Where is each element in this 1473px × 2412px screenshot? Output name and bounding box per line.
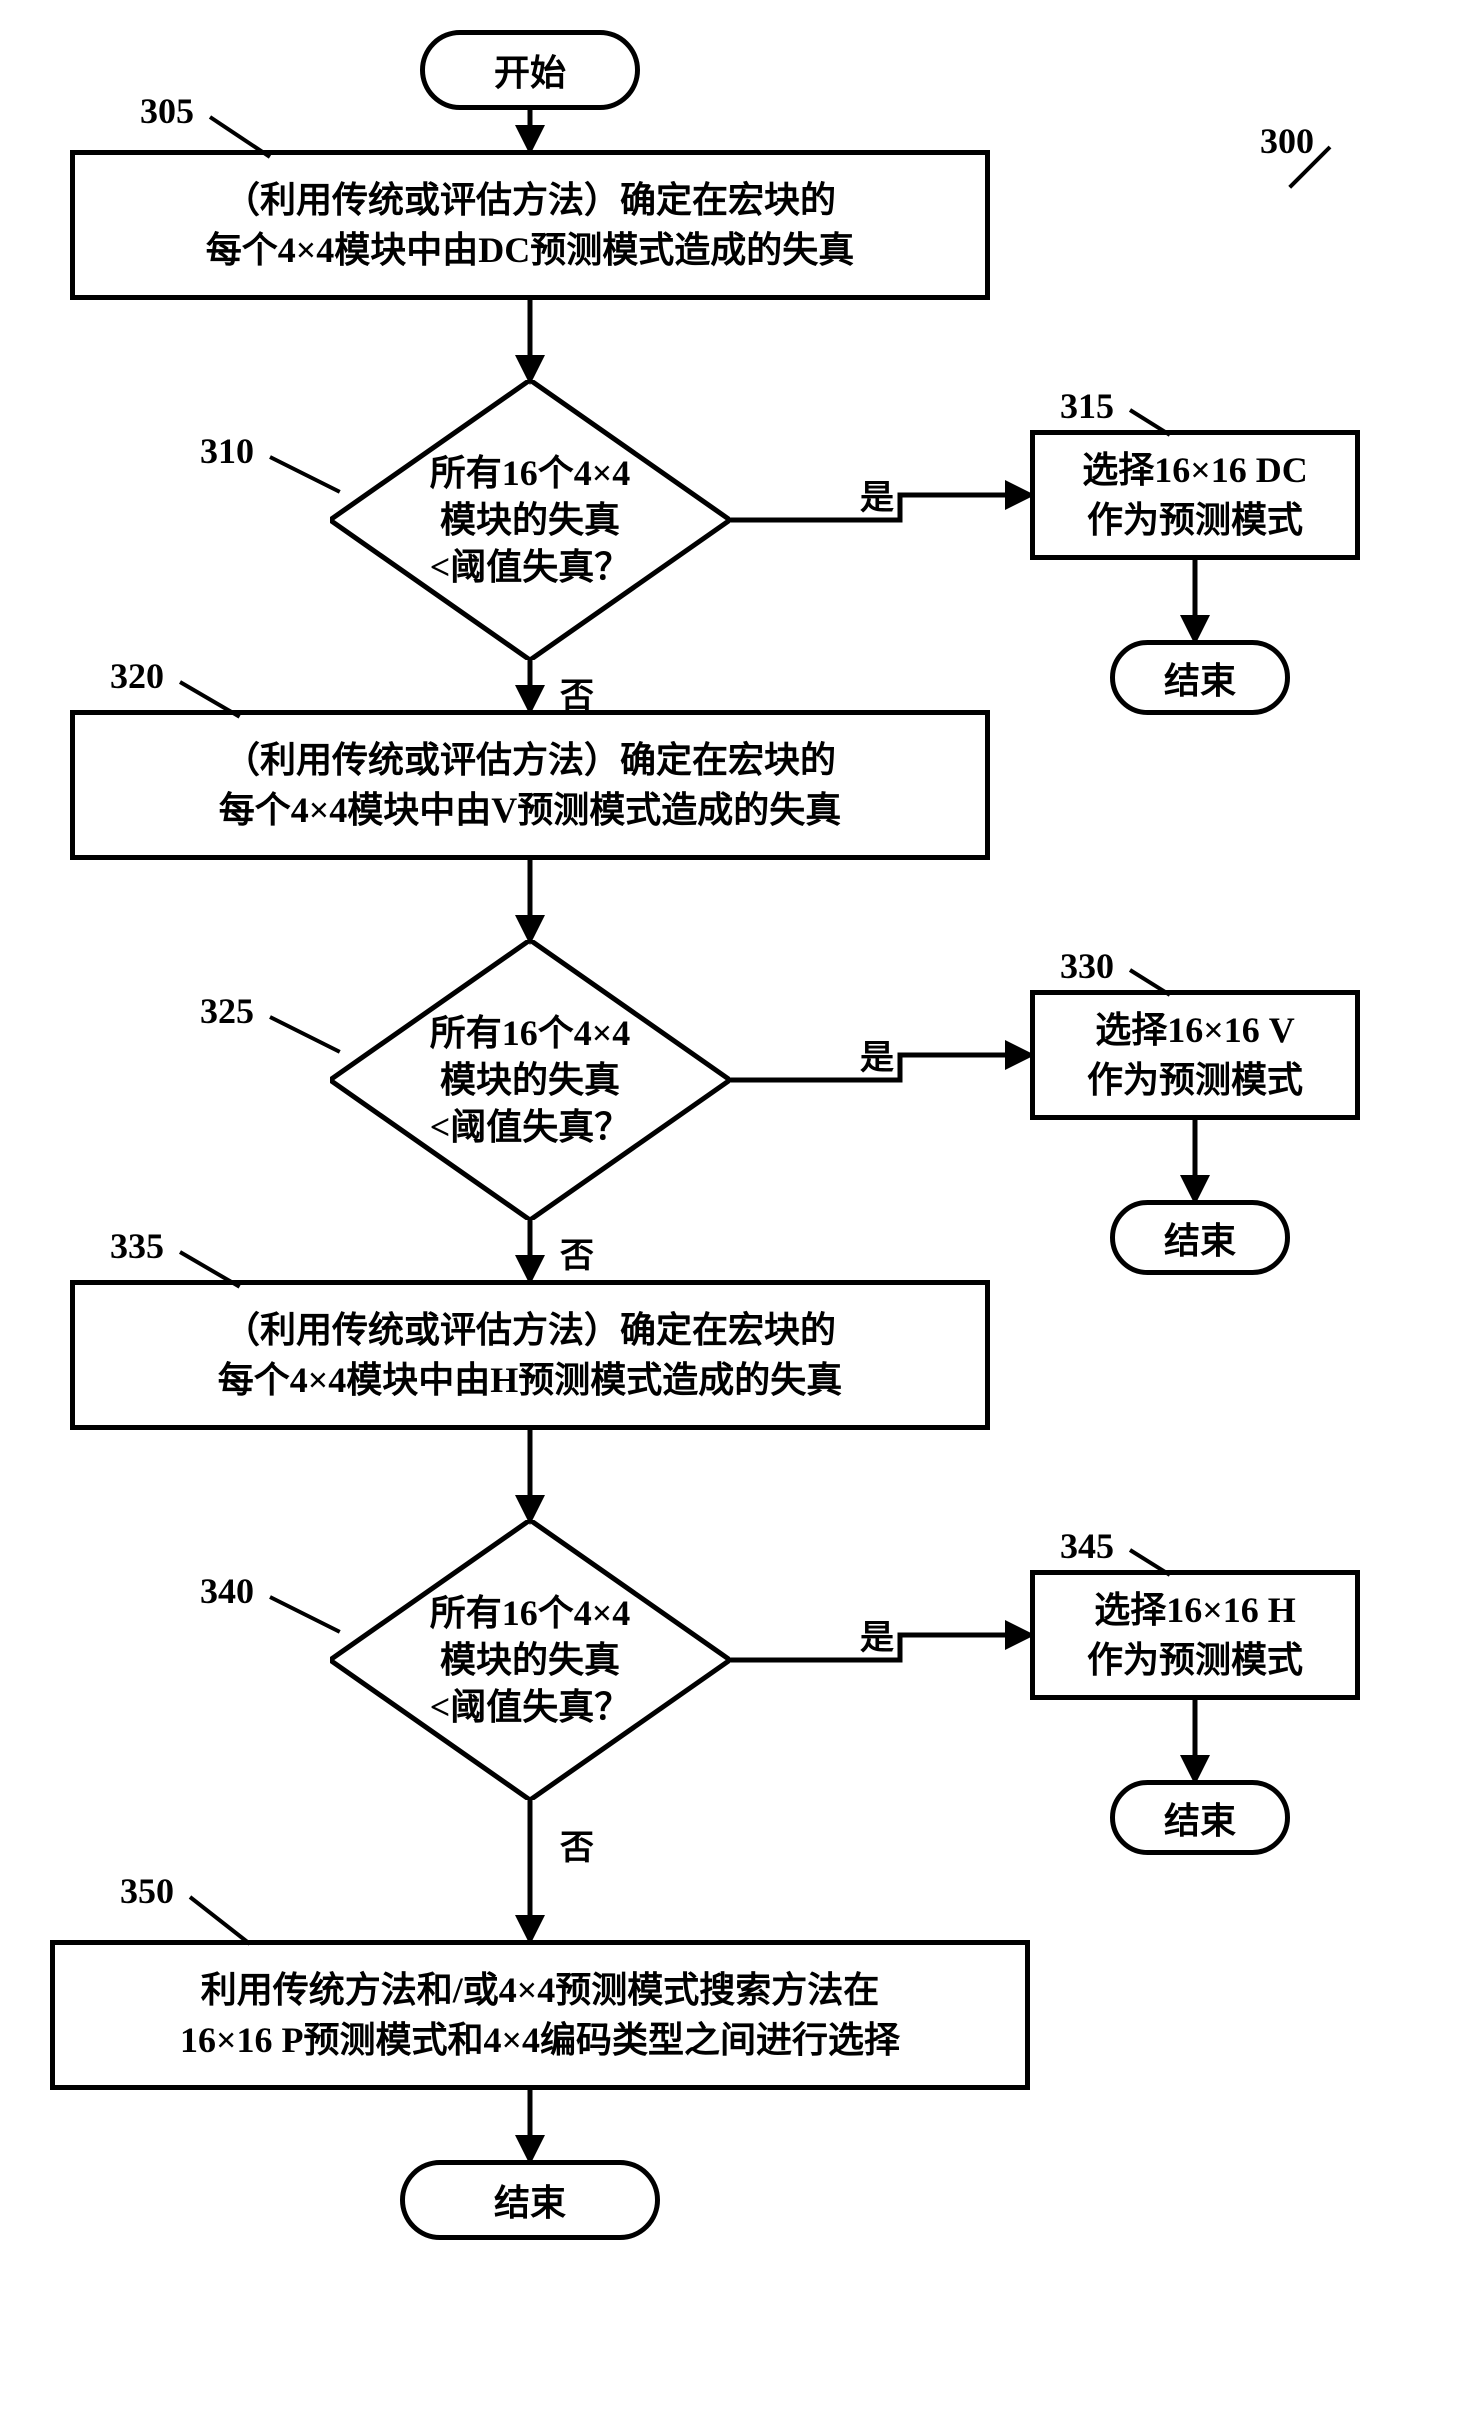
branch-label-3: 否 (560, 1228, 594, 1277)
d325-decision: 所有16个4×4模块的失真<阈值失真？ (330, 940, 730, 1220)
r320-ref: 320 (110, 655, 164, 697)
d310-label: 所有16个4×4模块的失真<阈值失真？ (430, 450, 631, 590)
branch-label-0: 是 (860, 470, 894, 519)
d310-decision: 所有16个4×4模块的失真<阈值失真？ (330, 380, 730, 660)
p350-label: 利用传统方法和/或4×4预测模式搜索方法在16×16 P预测模式和4×4编码类型… (180, 1965, 900, 2066)
end3-label: 结束 (1164, 1792, 1236, 1844)
r330-ref: 330 (1060, 945, 1114, 987)
end1-terminator: 结束 (1110, 640, 1290, 715)
p320-label: （利用传统或评估方法）确定在宏块的每个4×4模块中由V预测模式造成的失真 (219, 735, 842, 836)
end1-label: 结束 (1164, 652, 1236, 704)
p315-process: 选择16×16 DC作为预测模式 (1030, 430, 1360, 560)
branch-label-1: 否 (560, 668, 594, 717)
r305-ref: 305 (140, 90, 194, 132)
end3-terminator: 结束 (1110, 1780, 1290, 1855)
p335-label: （利用传统或评估方法）确定在宏块的每个4×4模块中由H预测模式造成的失真 (218, 1305, 843, 1406)
branch-label-2: 是 (860, 1030, 894, 1079)
d340-label: 所有16个4×4模块的失真<阈值失真？ (430, 1590, 631, 1730)
r335-ref: 335 (110, 1225, 164, 1267)
r325-ref: 325 (200, 990, 254, 1032)
start-label: 开始 (494, 44, 566, 96)
p305-process: （利用传统或评估方法）确定在宏块的每个4×4模块中由DC预测模式造成的失真 (70, 150, 990, 300)
p335-process: （利用传统或评估方法）确定在宏块的每个4×4模块中由H预测模式造成的失真 (70, 1280, 990, 1430)
p305-label: （利用传统或评估方法）确定在宏块的每个4×4模块中由DC预测模式造成的失真 (206, 175, 855, 276)
r350-ref: 350 (120, 1870, 174, 1912)
r345-ref: 345 (1060, 1525, 1114, 1567)
end2-label: 结束 (1164, 1212, 1236, 1264)
start-terminator: 开始 (420, 30, 640, 110)
d340-decision: 所有16个4×4模块的失真<阈值失真？ (330, 1520, 730, 1800)
p345-process: 选择16×16 H作为预测模式 (1030, 1570, 1360, 1700)
flowchart-canvas: 开始 （利用传统或评估方法）确定在宏块的每个4×4模块中由DC预测模式造成的失真所… (30, 30, 1443, 2382)
p350-process: 利用传统方法和/或4×4预测模式搜索方法在16×16 P预测模式和4×4编码类型… (50, 1940, 1030, 2090)
r315-ref: 315 (1060, 385, 1114, 427)
p330-label: 选择16×16 V作为预测模式 (1087, 1005, 1303, 1106)
r310-ref: 310 (200, 430, 254, 472)
end4-label: 结束 (494, 2174, 566, 2226)
p320-process: （利用传统或评估方法）确定在宏块的每个4×4模块中由V预测模式造成的失真 (70, 710, 990, 860)
end2-terminator: 结束 (1110, 1200, 1290, 1275)
d325-label: 所有16个4×4模块的失真<阈值失真？ (430, 1010, 631, 1150)
end4-terminator: 结束 (400, 2160, 660, 2240)
branch-label-5: 否 (560, 1820, 594, 1869)
p330-process: 选择16×16 V作为预测模式 (1030, 990, 1360, 1120)
p345-label: 选择16×16 H作为预测模式 (1087, 1585, 1303, 1686)
r340-ref: 340 (200, 1570, 254, 1612)
r300-ref: 300 (1260, 120, 1314, 162)
p315-label: 选择16×16 DC作为预测模式 (1082, 445, 1308, 546)
leader-line (189, 1895, 251, 1945)
branch-label-4: 是 (860, 1610, 894, 1659)
